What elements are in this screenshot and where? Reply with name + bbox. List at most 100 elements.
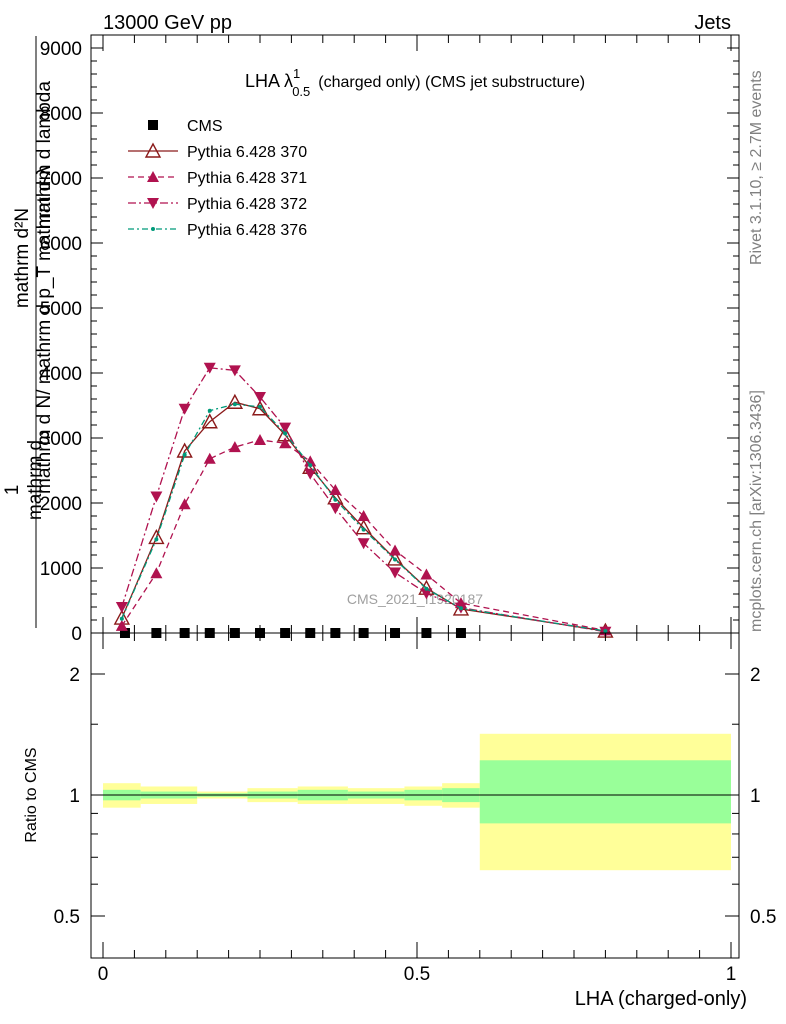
y-tick-label: 5000 — [40, 299, 82, 320]
data-point — [355, 519, 372, 535]
legend-label: Pythia 6.428 376 — [187, 222, 307, 239]
ratio-y-tick-label: 2 — [69, 665, 80, 686]
data-point — [304, 468, 317, 480]
main-y-label: 1 mathrm d²N mathrm d N/ mathrm d p_T ma… — [2, 36, 55, 628]
data-point — [386, 550, 404, 566]
title-rest: (charged only) (CMS jet substructure) — [318, 74, 585, 91]
main-panel: 0 1000 2000 3000 4000 5000 6000 7000 8000 9000 CM… — [2, 34, 740, 645]
series-line — [121, 439, 606, 632]
y-tick-label: 2000 — [40, 494, 82, 515]
data-point — [357, 510, 370, 521]
process-label: Jets — [694, 12, 731, 34]
data-point — [154, 537, 159, 542]
chart-title: LHA λ1 0.5 (charged only) (CMS jet substru… — [245, 66, 585, 99]
series-line — [121, 401, 606, 632]
series-line — [121, 367, 606, 633]
ratio-bands — [103, 733, 731, 871]
mcplots-label: mcplots.cern.ch [arXiv:1306.3436] — [748, 390, 765, 632]
ylabel-denominator: mathrm d N/ mathrm d p_T mathrm d λ — [34, 165, 55, 494]
legend-label: Pythia 6.428 372 — [187, 196, 307, 213]
x-tick-label: 1 — [726, 964, 737, 985]
legend-label: Pythia 6.428 370 — [187, 144, 307, 161]
data-point — [389, 544, 402, 556]
data-point — [203, 452, 216, 464]
ratio-y-tick-label: 1 — [69, 786, 80, 807]
ylabel-numerator: mathrm d²N — [12, 208, 33, 308]
data-point — [176, 442, 193, 458]
data-point — [228, 441, 241, 453]
analysis-watermark: CMS_2021_I1920187 — [347, 591, 483, 607]
legend-item: Pythia 6.428 372 — [128, 196, 307, 213]
data-point — [115, 619, 128, 631]
x-tick-label: 0 — [98, 964, 109, 985]
data-point — [178, 403, 191, 415]
data-point — [393, 557, 398, 562]
ratio-y-axis: 0.5 0.5 1 1 2 2 — [54, 665, 777, 928]
data-point — [207, 408, 212, 413]
rivet-label: Rivet 3.1.10, ≥ 2.7M events — [748, 70, 765, 265]
data-point — [178, 498, 191, 510]
data-point — [228, 365, 241, 377]
data-point — [148, 528, 165, 545]
ratio-y-tick-label-right: 2 — [750, 665, 761, 686]
ratio-y-tick-label: 0.5 — [54, 907, 80, 928]
ratio-y-tick-label-right: 0.5 — [750, 907, 776, 928]
data-point — [308, 463, 313, 468]
data-point — [254, 392, 266, 404]
legend-item: Pythia 6.428 370 — [128, 142, 307, 161]
main-y-axis: 0 1000 2000 3000 4000 5000 6000 7000 8000 9000 — [40, 39, 739, 645]
data-point — [279, 422, 292, 434]
legend-item: CMS — [148, 118, 223, 135]
data-point — [115, 602, 128, 613]
y-tick-label: 9000 — [40, 39, 82, 60]
data-point — [424, 586, 429, 591]
title-sup: 1 — [293, 66, 300, 81]
ratio-y-label: Ratio to CMS — [23, 747, 40, 842]
ratio-y-tick-label-right: 1 — [750, 786, 761, 807]
data-point — [151, 227, 155, 231]
data-point — [254, 433, 266, 445]
legend-label: Pythia 6.428 371 — [187, 170, 307, 187]
data-point — [283, 431, 288, 436]
y-tick-label: 1000 — [40, 559, 82, 580]
ylabel-one: 1 — [2, 485, 23, 496]
title-main: LHA λ — [245, 71, 293, 91]
uncertainty-band-inner — [479, 760, 731, 824]
x-axis-label: LHA (charged-only) — [575, 988, 747, 1010]
y-tick-label: 7000 — [40, 169, 82, 190]
y-tick-label: 4000 — [40, 364, 82, 385]
data-point — [226, 393, 244, 409]
ratio-x-axis: 0 0.5 1 — [98, 633, 737, 985]
series-pythia-6-428-376 — [119, 402, 608, 634]
legend: CMS Pythia 6.428 370 Pythia 6.428 371 Pythi… — [128, 118, 307, 239]
data-point — [389, 567, 402, 579]
y-tick-label: 0 — [71, 624, 82, 645]
data-point — [329, 503, 342, 515]
legend-item: Pythia 6.428 371 — [128, 170, 307, 187]
data-point — [333, 497, 338, 502]
data-point — [603, 629, 608, 634]
x-tick-label: 0.5 — [404, 964, 430, 985]
data-point — [144, 142, 162, 158]
y-tick-label: 6000 — [40, 234, 82, 255]
data-point — [420, 568, 433, 580]
data-point — [458, 606, 463, 611]
data-point — [329, 484, 342, 495]
legend-item: Pythia 6.428 376 — [128, 222, 307, 239]
data-point — [232, 402, 237, 407]
data-point — [251, 400, 269, 416]
series-pythia-6-428-372 — [115, 362, 612, 638]
data-point — [203, 362, 216, 374]
data-point — [147, 171, 159, 182]
data-point — [182, 452, 187, 457]
data-point — [357, 538, 370, 550]
energy-label: 13000 GeV pp — [103, 12, 232, 34]
ratio-panel: 0.5 0.51 12 2 0 0.5 1 Ratio to CMS LHA (charg… — [23, 632, 777, 1010]
ylabel-fragment: mathrm d lambda — [34, 81, 55, 229]
legend-label: CMS — [187, 118, 223, 135]
y-tick-label: 8000 — [40, 104, 82, 125]
title-sub: 0.5 — [292, 84, 310, 99]
series-line — [121, 403, 606, 632]
ylabel-fragment: mathrm d — [25, 440, 46, 520]
